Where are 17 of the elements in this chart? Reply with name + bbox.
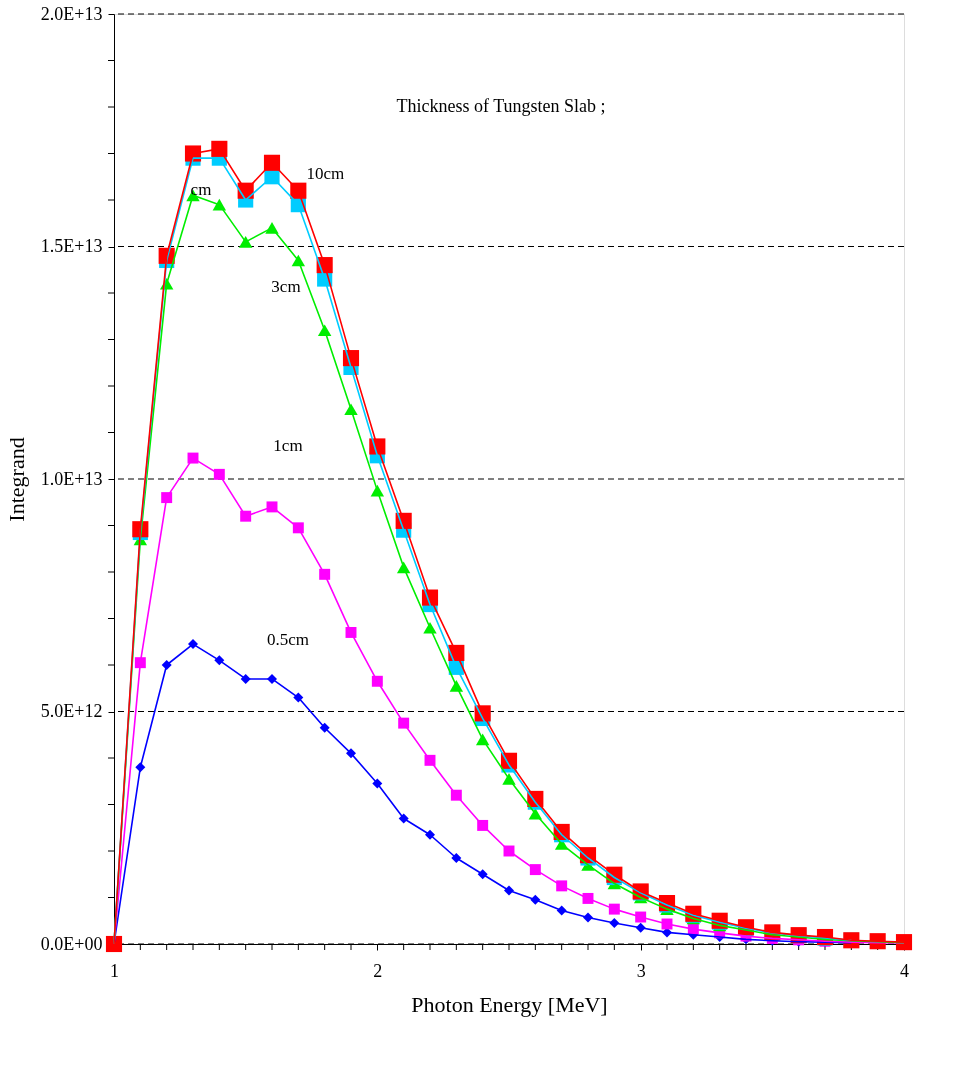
series-label: 0.5cm xyxy=(266,630,310,650)
y-axis-title: Integrand xyxy=(3,437,29,522)
annotation: Thickness of Tungsten Slab ; xyxy=(396,96,606,116)
y-tick-label: 5.0E+12 xyxy=(40,701,103,721)
series-label: 10cm xyxy=(306,163,345,183)
x-tick-label: 4 xyxy=(900,960,909,981)
series-label: cm xyxy=(190,180,212,200)
y-tick-label: 0.0E+00 xyxy=(40,933,103,954)
x-tick-label: 2 xyxy=(373,960,383,981)
text: 1cm xyxy=(273,436,303,456)
y-tick-label: 1.5E+13 xyxy=(40,236,103,256)
x-tick-label: 1 xyxy=(110,960,119,981)
x-tick-label: 3 xyxy=(636,960,646,981)
y-tick-label: 1.0E+13 xyxy=(40,468,103,489)
y-tick-label: 2.0E+13 xyxy=(40,3,103,24)
series-label: 3cm xyxy=(271,277,301,297)
x-axis-title: Photon Energy [MeV] xyxy=(411,991,608,1017)
